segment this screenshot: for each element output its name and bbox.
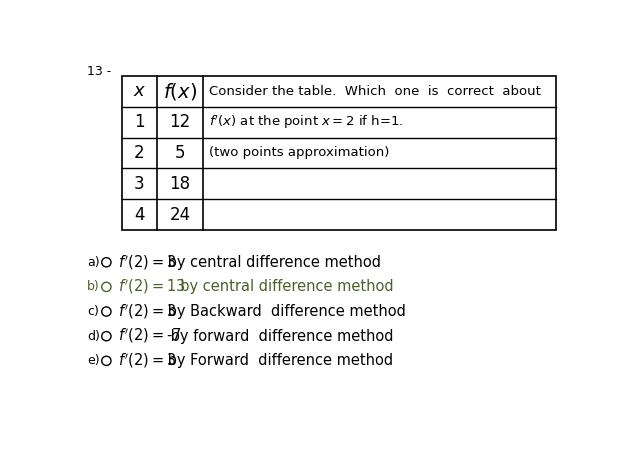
Text: $x$: $x$ [133,82,146,100]
Text: $f'(x)$ at the point $x = 2$ if h=1.: $f'(x)$ at the point $x = 2$ if h=1. [209,113,404,131]
Bar [122,76,556,230]
Text: Consider the table.  Which  one  is  correct  about: Consider the table. Which one is correct… [209,85,541,98]
Text: c): c) [87,305,99,318]
Text: by forward  difference method: by forward difference method [166,329,394,344]
Text: by central difference method: by central difference method [163,255,381,270]
Text: $f'(2)=$3: $f'(2)=$3 [118,352,176,370]
Text: $f'(2)=$-7: $f'(2)=$-7 [118,327,181,346]
Text: by central difference method: by central difference method [171,280,393,294]
Text: $f'(2)=$3: $f'(2)=$3 [118,302,176,321]
Text: (two points approximation): (two points approximation) [209,146,390,159]
Text: 24: 24 [169,206,191,223]
Text: b): b) [87,280,100,294]
Text: by Backward  difference method: by Backward difference method [163,304,406,319]
Text: $f'(2)=$13: $f'(2)=$13 [118,278,186,296]
Text: e): e) [87,354,100,367]
Text: $f'(2)=$3: $f'(2)=$3 [118,253,176,271]
Text: 3: 3 [134,175,145,193]
Text: 12: 12 [169,113,191,131]
Text: $f(x)$: $f(x)$ [163,81,197,102]
Text: 18: 18 [169,175,191,193]
Text: 13 -: 13 - [87,65,111,78]
Text: 4: 4 [134,206,145,223]
Text: d): d) [87,330,100,342]
Text: a): a) [87,256,100,269]
Text: 2: 2 [134,144,145,162]
Text: 5: 5 [175,144,185,162]
Text: by Forward  difference method: by Forward difference method [163,353,393,368]
Text: 1: 1 [134,113,145,131]
